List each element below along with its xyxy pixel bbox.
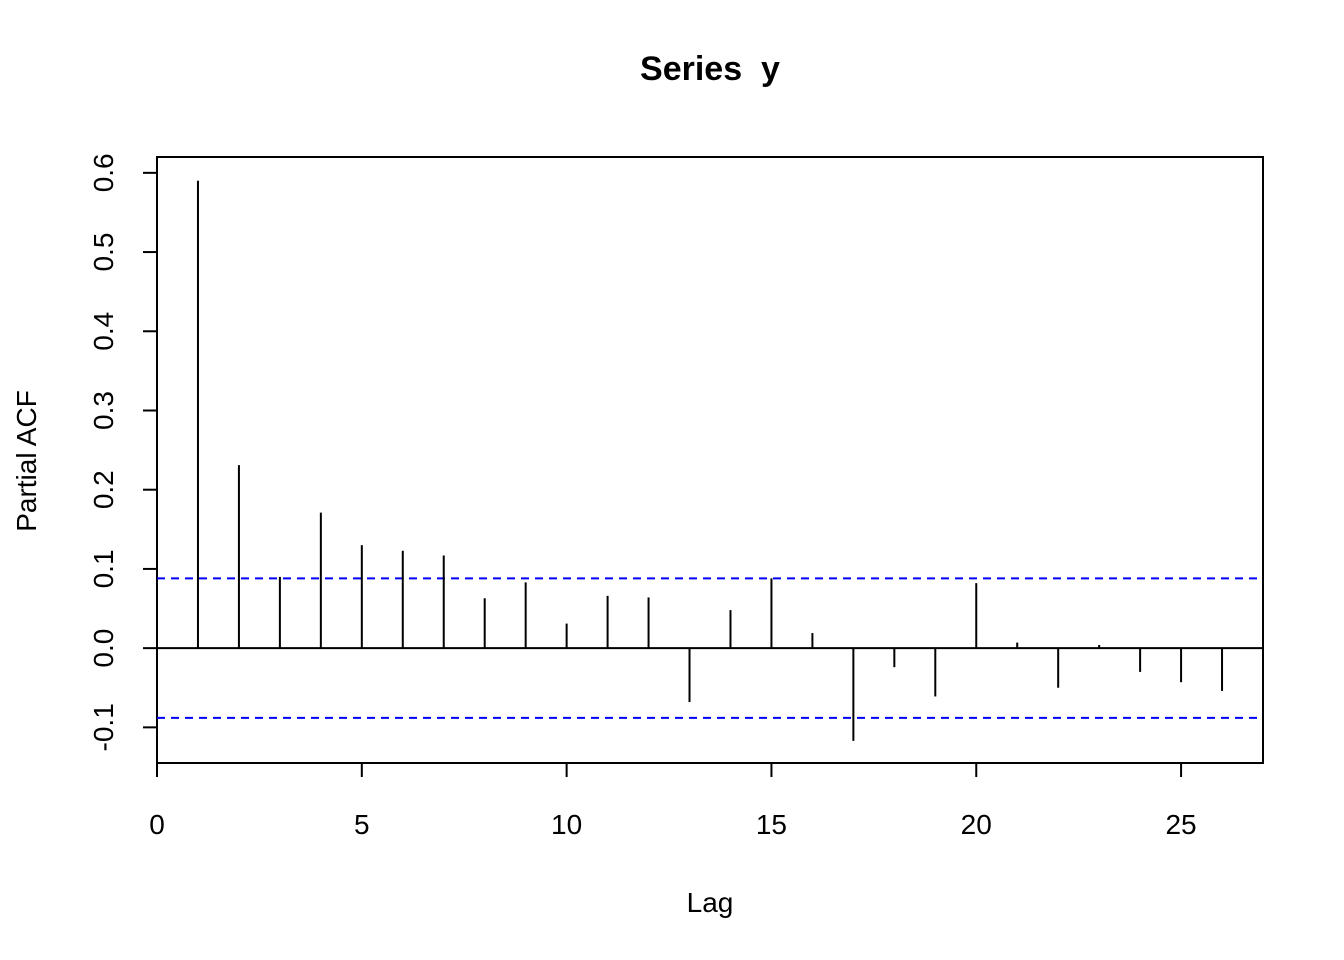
plot-frame [156, 156, 1264, 764]
y-axis-label: Partial ACF [11, 390, 42, 532]
x-axis-label: Lag [687, 887, 734, 918]
x-tick-label: 25 [1165, 809, 1196, 840]
y-tick-label: 0.6 [88, 153, 119, 192]
x-tick-label: 5 [354, 809, 370, 840]
y-tick-label: 0.2 [88, 470, 119, 509]
y-tick-label: 0.1 [88, 549, 119, 588]
plot-marks [157, 180, 1263, 741]
x-tick-label: 0 [149, 809, 165, 840]
y-tick-label: 0.3 [88, 391, 119, 430]
y-tick-label: -0.1 [88, 703, 119, 751]
chart-title: Series y [640, 50, 780, 88]
y-tick-label: 0.4 [88, 312, 119, 351]
x-tick-label: 15 [756, 809, 787, 840]
x-tick-label: 20 [961, 809, 992, 840]
x-axis: 0 5 10 15 20 25 [149, 762, 1197, 840]
y-tick-label: 0.5 [88, 233, 119, 272]
y-tick-label: 0.0 [88, 629, 119, 668]
y-axis: -0.1 0.0 0.1 0.2 0.3 0.4 0.5 0.6 [88, 153, 158, 751]
x-tick-label: 10 [551, 809, 582, 840]
